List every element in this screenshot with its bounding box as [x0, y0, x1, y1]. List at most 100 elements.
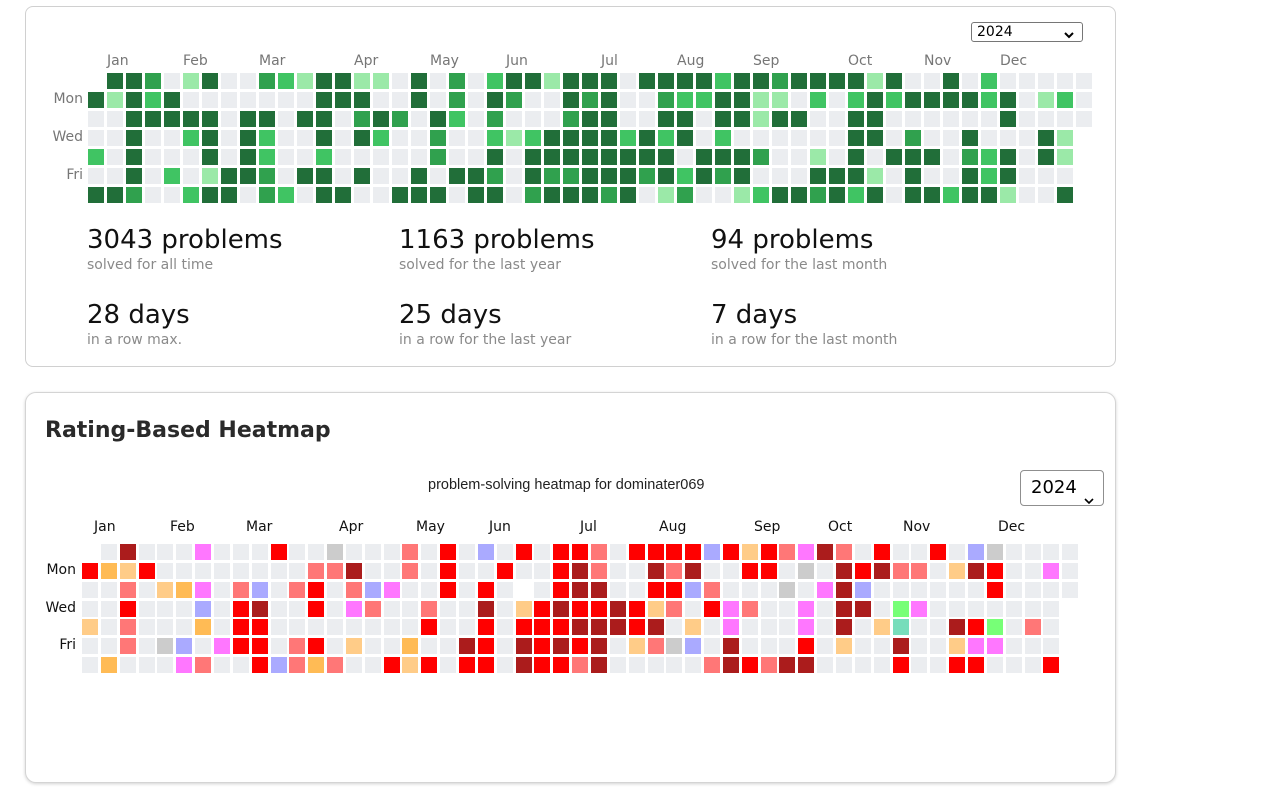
day-cell[interactable]	[221, 168, 237, 184]
day-cell[interactable]	[240, 130, 256, 146]
day-cell[interactable]	[911, 562, 928, 579]
day-cell[interactable]	[836, 581, 852, 598]
day-cell[interactable]	[873, 657, 890, 674]
day-cell[interactable]	[496, 544, 513, 560]
day-cell[interactable]	[962, 111, 978, 127]
day-cell[interactable]	[383, 581, 400, 598]
day-cell[interactable]	[308, 600, 325, 617]
day-cell[interactable]	[506, 73, 522, 89]
day-cell[interactable]	[195, 619, 212, 636]
day-cell[interactable]	[760, 638, 777, 655]
day-cell[interactable]	[892, 581, 909, 598]
day-cell[interactable]	[107, 92, 123, 108]
day-cell[interactable]	[145, 187, 161, 203]
day-cell[interactable]	[1000, 111, 1016, 127]
day-cell[interactable]	[967, 638, 984, 655]
day-cell[interactable]	[620, 149, 636, 165]
day-cell[interactable]	[772, 92, 788, 108]
day-cell[interactable]	[373, 92, 389, 108]
day-cell[interactable]	[590, 562, 607, 579]
day-cell[interactable]	[696, 187, 712, 203]
day-cell[interactable]	[297, 111, 313, 127]
day-cell[interactable]	[810, 187, 826, 203]
day-cell[interactable]	[1019, 73, 1035, 89]
day-cell[interactable]	[107, 111, 123, 127]
day-cell[interactable]	[411, 92, 427, 108]
day-cell[interactable]	[119, 657, 136, 674]
day-cell[interactable]	[487, 168, 503, 184]
day-cell[interactable]	[289, 638, 306, 655]
day-cell[interactable]	[468, 111, 484, 127]
day-cell[interactable]	[658, 149, 674, 165]
day-cell[interactable]	[515, 600, 532, 617]
day-cell[interactable]	[798, 657, 815, 674]
day-cell[interactable]	[873, 562, 890, 579]
day-cell[interactable]	[251, 619, 268, 636]
day-cell[interactable]	[383, 562, 400, 579]
day-cell[interactable]	[582, 111, 598, 127]
day-cell[interactable]	[82, 619, 98, 636]
day-cell[interactable]	[962, 92, 978, 108]
day-cell[interactable]	[259, 149, 275, 165]
day-cell[interactable]	[791, 130, 807, 146]
day-cell[interactable]	[468, 149, 484, 165]
day-cell[interactable]	[308, 638, 325, 655]
day-cell[interactable]	[943, 92, 959, 108]
day-cell[interactable]	[392, 187, 408, 203]
day-cell[interactable]	[1019, 187, 1035, 203]
day-cell[interactable]	[582, 187, 598, 203]
day-cell[interactable]	[734, 111, 750, 127]
day-cell[interactable]	[487, 92, 503, 108]
day-cell[interactable]	[572, 562, 589, 579]
day-cell[interactable]	[949, 544, 966, 560]
day-cell[interactable]	[986, 657, 1003, 674]
day-cell[interactable]	[572, 619, 589, 636]
day-cell[interactable]	[817, 544, 834, 560]
day-cell[interactable]	[1019, 149, 1035, 165]
day-cell[interactable]	[373, 130, 389, 146]
day-cell[interactable]	[601, 130, 617, 146]
day-cell[interactable]	[459, 581, 475, 598]
day-cell[interactable]	[145, 168, 161, 184]
day-cell[interactable]	[327, 619, 344, 636]
day-cell[interactable]	[741, 600, 758, 617]
day-cell[interactable]	[986, 544, 1003, 560]
day-cell[interactable]	[829, 149, 845, 165]
day-cell[interactable]	[1062, 581, 1079, 598]
day-cell[interactable]	[364, 638, 381, 655]
day-cell[interactable]	[1076, 111, 1092, 127]
day-cell[interactable]	[553, 562, 570, 579]
day-cell[interactable]	[609, 544, 626, 560]
day-cell[interactable]	[1057, 111, 1073, 127]
day-cell[interactable]	[791, 73, 807, 89]
day-cell[interactable]	[270, 581, 287, 598]
day-cell[interactable]	[886, 130, 902, 146]
day-cell[interactable]	[696, 92, 712, 108]
day-cell[interactable]	[221, 111, 237, 127]
day-cell[interactable]	[496, 562, 513, 579]
day-cell[interactable]	[251, 657, 268, 674]
day-cell[interactable]	[411, 73, 427, 89]
day-cell[interactable]	[289, 544, 306, 560]
day-cell[interactable]	[677, 130, 693, 146]
day-cell[interactable]	[685, 562, 702, 579]
day-cell[interactable]	[949, 581, 966, 598]
day-cell[interactable]	[892, 562, 909, 579]
day-cell[interactable]	[354, 111, 370, 127]
day-cell[interactable]	[981, 168, 997, 184]
day-cell[interactable]	[88, 187, 104, 203]
day-cell[interactable]	[1043, 581, 1060, 598]
day-cell[interactable]	[722, 657, 739, 674]
day-cell[interactable]	[232, 657, 249, 674]
day-cell[interactable]	[100, 562, 117, 579]
day-cell[interactable]	[515, 562, 532, 579]
day-cell[interactable]	[107, 187, 123, 203]
day-cell[interactable]	[848, 149, 864, 165]
day-cell[interactable]	[892, 544, 909, 560]
day-cell[interactable]	[563, 149, 579, 165]
day-cell[interactable]	[1043, 544, 1060, 560]
day-cell[interactable]	[911, 619, 928, 636]
day-cell[interactable]	[715, 168, 731, 184]
day-cell[interactable]	[1000, 149, 1016, 165]
day-cell[interactable]	[183, 111, 199, 127]
